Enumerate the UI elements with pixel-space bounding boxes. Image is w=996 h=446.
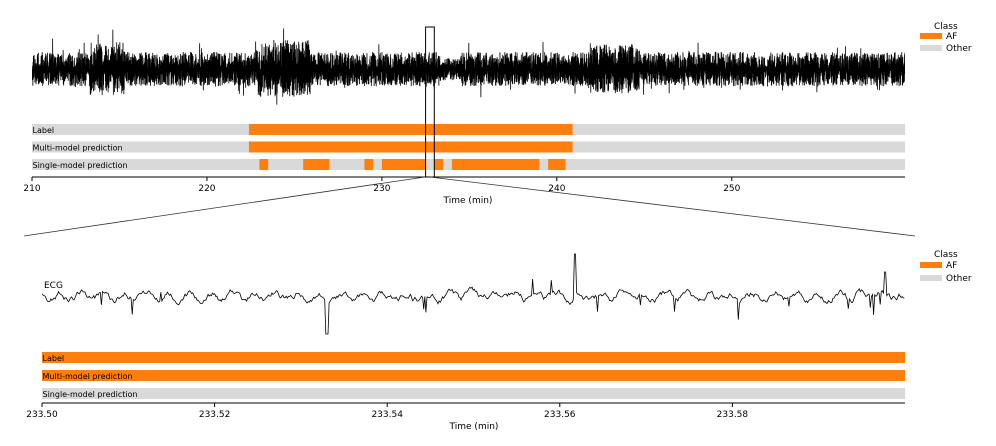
legend-swatch-other	[920, 45, 942, 51]
legend-title: Class	[934, 22, 958, 32]
x-tick-label: 240	[548, 184, 565, 194]
track-label: Multi-model prediction	[33, 144, 123, 153]
track-label: Multi-model prediction	[43, 372, 133, 381]
zoom-x-ticks: 233.50 233.52 233.54 233.56 233.58	[26, 403, 748, 420]
overview-ecg-trace	[32, 28, 905, 105]
zoom-legend: Class AF Other	[920, 250, 972, 284]
zoom-signal-label: ECG	[44, 281, 63, 291]
x-tick-label: 233.50	[26, 410, 58, 420]
af-segment	[42, 370, 905, 381]
x-tick-label: 233.54	[371, 410, 403, 420]
af-segment	[42, 352, 905, 363]
legend-label-af: AF	[946, 261, 957, 271]
zoom-ecg-trace	[42, 253, 905, 335]
zoom-connector-left	[23, 176, 426, 237]
zoom-connector-right	[429, 176, 916, 237]
track-label: Single-model prediction	[43, 390, 138, 399]
class-track-1: Label	[32, 124, 905, 135]
x-tick-label: 220	[198, 184, 215, 194]
overview-legend: Class AF Other	[920, 22, 972, 54]
af-segment	[548, 159, 566, 170]
track-label: Single-model prediction	[33, 161, 128, 170]
x-tick-label: 233.58	[717, 410, 749, 420]
af-segment	[303, 159, 330, 170]
legend-title: Class	[934, 250, 958, 260]
af-segment	[381, 159, 426, 170]
legend-label-af: AF	[946, 32, 957, 42]
legend-swatch-af	[920, 262, 942, 268]
af-segment	[259, 159, 269, 170]
zoom-panel: ECG Label Multi-model prediction Single-mo…	[26, 253, 905, 432]
track-background	[42, 388, 905, 399]
track-label: Label	[33, 126, 55, 135]
track-label: Label	[43, 354, 65, 363]
af-segment	[451, 159, 540, 170]
zoom-class-tracks: Label Multi-model prediction Single-model …	[42, 352, 905, 399]
class-track-1: Label	[42, 352, 905, 363]
x-tick-label: 210	[23, 184, 40, 194]
class-track-2: Multi-model prediction	[32, 141, 905, 153]
zoom-window-box	[425, 26, 435, 178]
x-tick-label: 230	[373, 184, 390, 194]
af-segment	[248, 124, 573, 135]
overview-x-axis-label: Time (min)	[443, 196, 493, 206]
class-track-3: Single-model prediction	[42, 388, 905, 399]
legend-label-other: Other	[946, 274, 972, 284]
x-tick-label: 233.52	[199, 410, 231, 420]
x-tick-label: 233.56	[544, 410, 576, 420]
x-tick-label: 250	[723, 184, 740, 194]
legend-swatch-af	[920, 33, 942, 39]
overview-class-tracks: Label Multi-model prediction Single-model …	[32, 124, 905, 170]
af-segment	[364, 159, 374, 170]
legend-swatch-other	[920, 275, 942, 281]
af-segment	[434, 159, 444, 170]
legend-label-other: Other	[946, 44, 972, 54]
class-track-3: Single-model prediction	[32, 159, 905, 170]
zoom-x-axis-label: Time (min)	[449, 422, 499, 432]
overview-panel: Label Multi-model prediction Single-model …	[23, 26, 905, 206]
overview-x-ticks: 210 220 230 240 250	[23, 177, 741, 194]
af-segment	[248, 141, 573, 153]
class-track-2: Multi-model prediction	[42, 370, 905, 381]
